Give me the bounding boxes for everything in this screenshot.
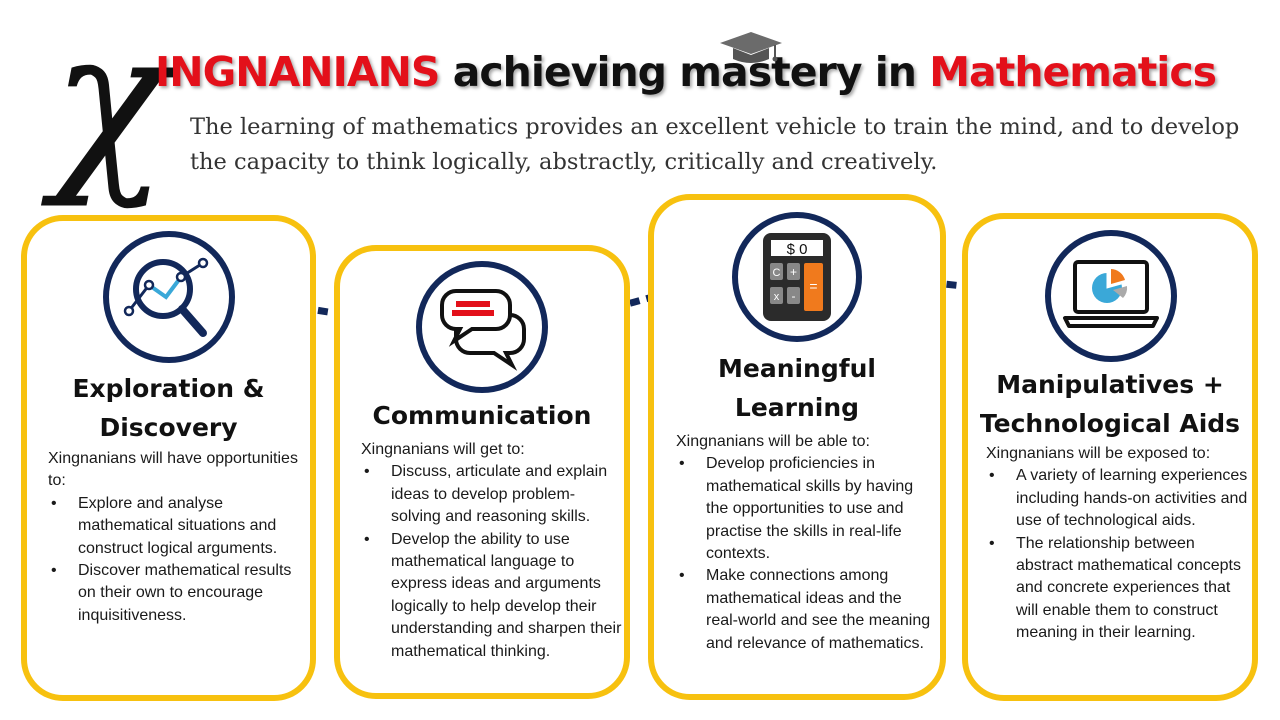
chi-letter: χ	[52, 0, 168, 211]
card-body: Xingnanians will be exposed to: A variet…	[986, 443, 1248, 645]
list-item: Discuss, articulate and explain ideas to…	[361, 461, 623, 528]
card-intro: Xingnanians will be exposed to:	[986, 445, 1211, 462]
svg-text:C: C	[773, 267, 781, 279]
card-title: Meaningful Learning	[654, 349, 940, 427]
card-title-line: Meaningful	[717, 354, 876, 383]
card-title-line: Technological Aids	[979, 409, 1241, 438]
card-title: Manipulatives + Technological Aids	[968, 365, 1252, 443]
card-title-line: Learning	[734, 393, 860, 422]
list-item: Develop the ability to use mathematical …	[361, 529, 623, 663]
list-item: A variety of learning experiences includ…	[986, 465, 1248, 532]
svg-text:-: -	[792, 289, 796, 303]
card-title-line: Manipulatives +	[996, 370, 1224, 399]
list-item: Develop proficiencies in mathematical sk…	[676, 453, 936, 565]
laptop-pie-chart-icon	[1045, 230, 1177, 362]
card-body: Xingnanians will have opportunities to: …	[48, 448, 298, 627]
title-black-part: achieving mastery in	[439, 48, 930, 96]
card-intro: Xingnanians will get to:	[361, 441, 525, 458]
svg-text:+: +	[790, 265, 797, 279]
card-intro: Xingnanians will have opportunities to:	[48, 450, 298, 490]
magnifier-chart-icon	[103, 231, 235, 363]
title-red-part-2: Mathematics	[929, 48, 1217, 96]
calculator-icon: $ 0 C + x - =	[732, 212, 862, 342]
subtitle: The learning of mathematics provides an …	[190, 114, 1240, 175]
svg-text:x: x	[774, 291, 780, 303]
title-red-part-1: INGNANIANS	[155, 48, 440, 96]
card-title: Communication	[340, 396, 624, 435]
card-title: Exploration & Discovery	[27, 369, 310, 447]
calculator-display: $ 0	[787, 241, 808, 258]
speech-bubbles-icon	[416, 261, 548, 393]
list-item: The relationship between abstract mathem…	[986, 533, 1248, 645]
list-item: Discover mathematical results on their o…	[48, 560, 298, 627]
graduation-cap-icon	[720, 32, 782, 63]
card-title-line: Exploration &	[72, 374, 265, 403]
card-body: Xingnanians will be able to: Develop pro…	[676, 431, 936, 655]
card-intro: Xingnanians will be able to:	[676, 433, 870, 450]
list-item: Explore and analyse mathematical situati…	[48, 493, 298, 560]
page-title: INGNANIANS achieving mastery in Mathemat…	[155, 48, 1217, 96]
card-title-line: Discovery	[99, 413, 238, 442]
card-title-line: Communication	[372, 401, 592, 430]
card-body: Xingnanians will get to: Discuss, articu…	[361, 439, 623, 663]
svg-text:=: =	[809, 278, 817, 294]
list-item: Make connections among mathematical idea…	[676, 565, 936, 655]
